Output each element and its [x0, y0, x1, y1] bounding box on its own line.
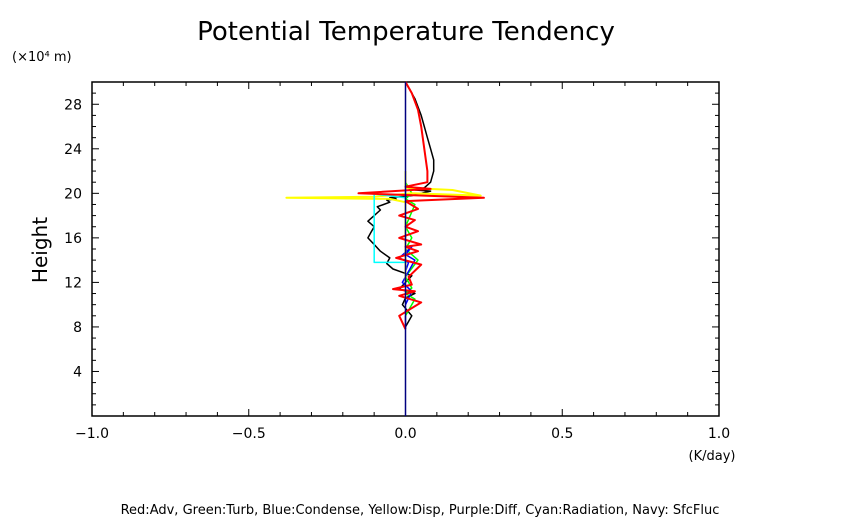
y-tick-label: 8: [73, 320, 82, 336]
series-line-3: [285, 171, 482, 283]
series-line-6: [357, 81, 485, 330]
x-tick-label: −1.0: [75, 426, 109, 442]
x-tick-label: 0.5: [551, 426, 573, 442]
y-tick-label: 16: [64, 231, 82, 247]
y-tick-label: 24: [64, 142, 82, 158]
y-axis-label: Height: [28, 217, 52, 283]
x-tick-label: 1.0: [708, 426, 730, 442]
plot-area: −1.0 −0.5 0.0 0.5 1.0 4 8 12 16 20 24 28: [64, 81, 730, 442]
x-axis-unit-label: (K/day): [689, 449, 736, 464]
y-tick-label: 12: [64, 275, 82, 291]
y-unit-label: (×10⁴ m): [12, 50, 72, 65]
y-tick-label: 20: [64, 186, 82, 202]
chart-title: Potential Temperature Tendency: [197, 17, 615, 47]
x-tick-label: −0.5: [232, 426, 266, 442]
legend-note: Red:Adv, Green:Turb, Blue:Condense, Yell…: [121, 503, 720, 518]
y-tick-label: 4: [73, 364, 82, 380]
y-tick-label: 28: [64, 97, 82, 113]
x-tick-label: 0.0: [394, 426, 416, 442]
